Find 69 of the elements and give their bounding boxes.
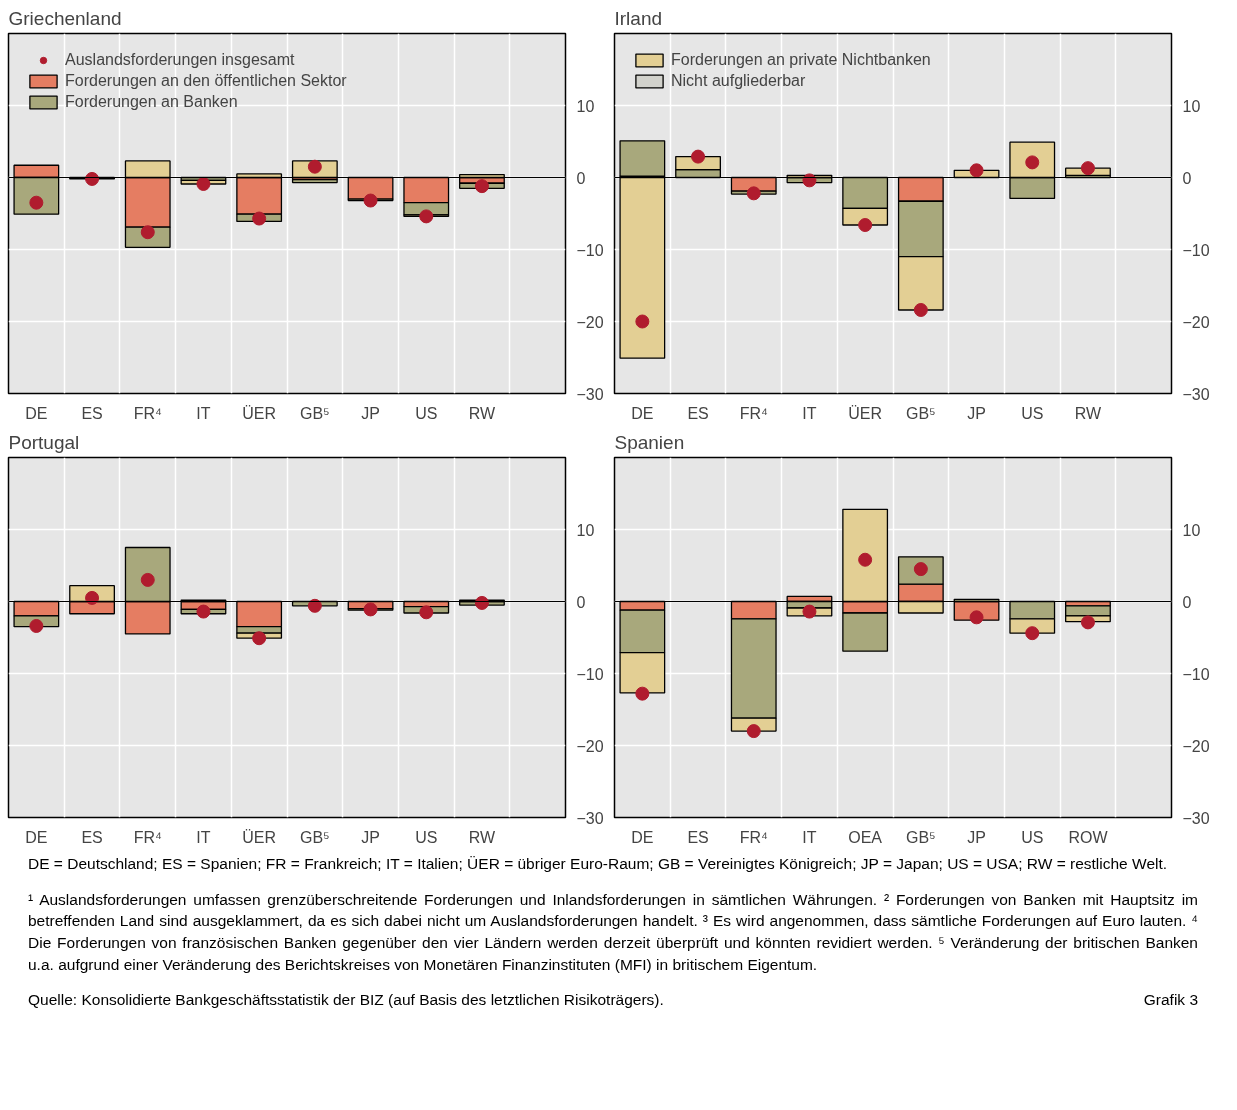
x-tick-label: IT xyxy=(802,404,817,422)
x-tick-label: IT xyxy=(196,828,211,846)
text: DE = Deutschland; ES = Spanien; FR = Frankreich; IT = Italien; ÜER = übriger Euro-Raum; GB = Vereinigtes Königreich; JP = Japan; US = USA; RW = restliche Welt. xyxy=(28,854,1169,874)
x-tick-label: IT xyxy=(802,828,817,846)
y-tick-label: 0 xyxy=(1182,593,1192,611)
x-tick-label: ROW xyxy=(1068,828,1109,846)
x-tick-label: ÜER xyxy=(242,404,277,422)
x-tick-label: JP xyxy=(967,404,986,422)
y-tick-label: −20 xyxy=(1182,737,1210,755)
x-tick-label: FR⁴ xyxy=(739,828,768,846)
x-tick-label: FR⁴ xyxy=(133,404,162,422)
y-tick-label: −30 xyxy=(576,385,604,403)
y-tick-label: 10 xyxy=(1182,97,1201,115)
x-tick-label: RW xyxy=(468,404,497,422)
chart-title: Irland xyxy=(614,7,663,29)
legend-label: Forderungen an Banken xyxy=(65,93,238,111)
y-tick-label: −30 xyxy=(1182,809,1210,827)
x-tick-label: ES xyxy=(81,404,103,422)
x-tick-label: GB⁵ xyxy=(299,404,330,422)
x-tick-label: RW xyxy=(468,828,497,846)
x-tick-label: JP xyxy=(967,828,986,846)
y-tick-label: −20 xyxy=(576,313,604,331)
y-tick-label: −10 xyxy=(576,665,604,683)
x-tick-label: ÜER xyxy=(848,404,883,422)
x-tick-label: DE xyxy=(631,404,654,422)
x-tick-label: US xyxy=(1021,828,1044,846)
x-tick-label: GB⁵ xyxy=(299,828,330,846)
legend-label: Nicht aufgliederbar xyxy=(671,72,806,90)
y-tick-label: 10 xyxy=(576,97,595,115)
chart-title: Spanien xyxy=(614,431,685,453)
x-tick-label: FR⁴ xyxy=(739,404,768,422)
y-tick-label: −30 xyxy=(576,809,604,827)
x-tick-label: JP xyxy=(361,828,380,846)
y-tick-label: 0 xyxy=(576,593,586,611)
x-tick-label: RW xyxy=(1074,404,1103,422)
y-tick-label: 10 xyxy=(1182,521,1201,539)
x-tick-label: DE xyxy=(631,828,654,846)
source-note: Quelle: Konsolidierte Bankgeschäftsstatistik der BIZ (auf Basis des letztlichen Risikoträgers). xyxy=(28,990,664,1011)
x-tick-label: US xyxy=(1021,404,1044,422)
legend-label: Auslandsforderungen insgesamt xyxy=(65,51,295,69)
x-tick-label: ES xyxy=(81,828,103,846)
legend-label: Forderungen an den öffentlichen Sektor xyxy=(65,72,347,90)
y-tick-label: −20 xyxy=(1182,313,1210,331)
y-tick-label: −10 xyxy=(576,241,604,259)
y-tick-label: −20 xyxy=(576,737,604,755)
x-tick-label: ES xyxy=(687,828,709,846)
text: Grafik 3 xyxy=(1143,990,1198,1011)
legend-label: Forderungen an private Nichtbanken xyxy=(671,51,931,69)
chart-title: Griechenland xyxy=(8,7,122,29)
y-tick-label: 10 xyxy=(576,521,595,539)
x-tick-label: FR⁴ xyxy=(133,828,162,846)
x-tick-label: GB⁵ xyxy=(905,828,936,846)
x-tick-label: US xyxy=(415,404,438,422)
x-tick-label: ES xyxy=(687,404,709,422)
x-tick-label: IT xyxy=(196,404,211,422)
y-tick-label: −30 xyxy=(1182,385,1210,403)
text: ¹ Auslandsforderungen umfassen grenzüberschreitende Forderungen und Inlandsforderungen in sämtlichen Währungen. ² Forderungen von Banken mit Hauptsitz im betreffenden Land sind ausgeklammert, da es sich dabei nicht um Auslandsforderungen handelt. ³ Es wird angenommen, dass sämtliche Forderungen auf Euro lauten. ⁴ Die Forderungen von französischen Banken gegenüber den vier Ländern werden derzeit überprüft und könnten revidiert werden. ⁵ Veränderung der britischen Banken u.a. aufgrund einer Veränderung des Berichtskreises von Monetären Finanzinstituten (MFI) in britischem Eigentum. xyxy=(28,889,1198,975)
x-tick-label: US xyxy=(415,828,438,846)
y-tick-label: −10 xyxy=(1182,241,1210,259)
y-tick-label: −10 xyxy=(1182,665,1210,683)
x-tick-label: OEA xyxy=(848,828,883,846)
x-tick-label: DE xyxy=(25,828,48,846)
chart-title: Portugal xyxy=(8,431,80,453)
x-tick-label: JP xyxy=(361,404,380,422)
y-tick-label: 0 xyxy=(1182,169,1192,187)
y-tick-label: 0 xyxy=(576,169,586,187)
x-tick-label: ÜER xyxy=(242,828,277,846)
x-tick-label: GB⁵ xyxy=(905,404,936,422)
x-tick-label: DE xyxy=(25,404,48,422)
